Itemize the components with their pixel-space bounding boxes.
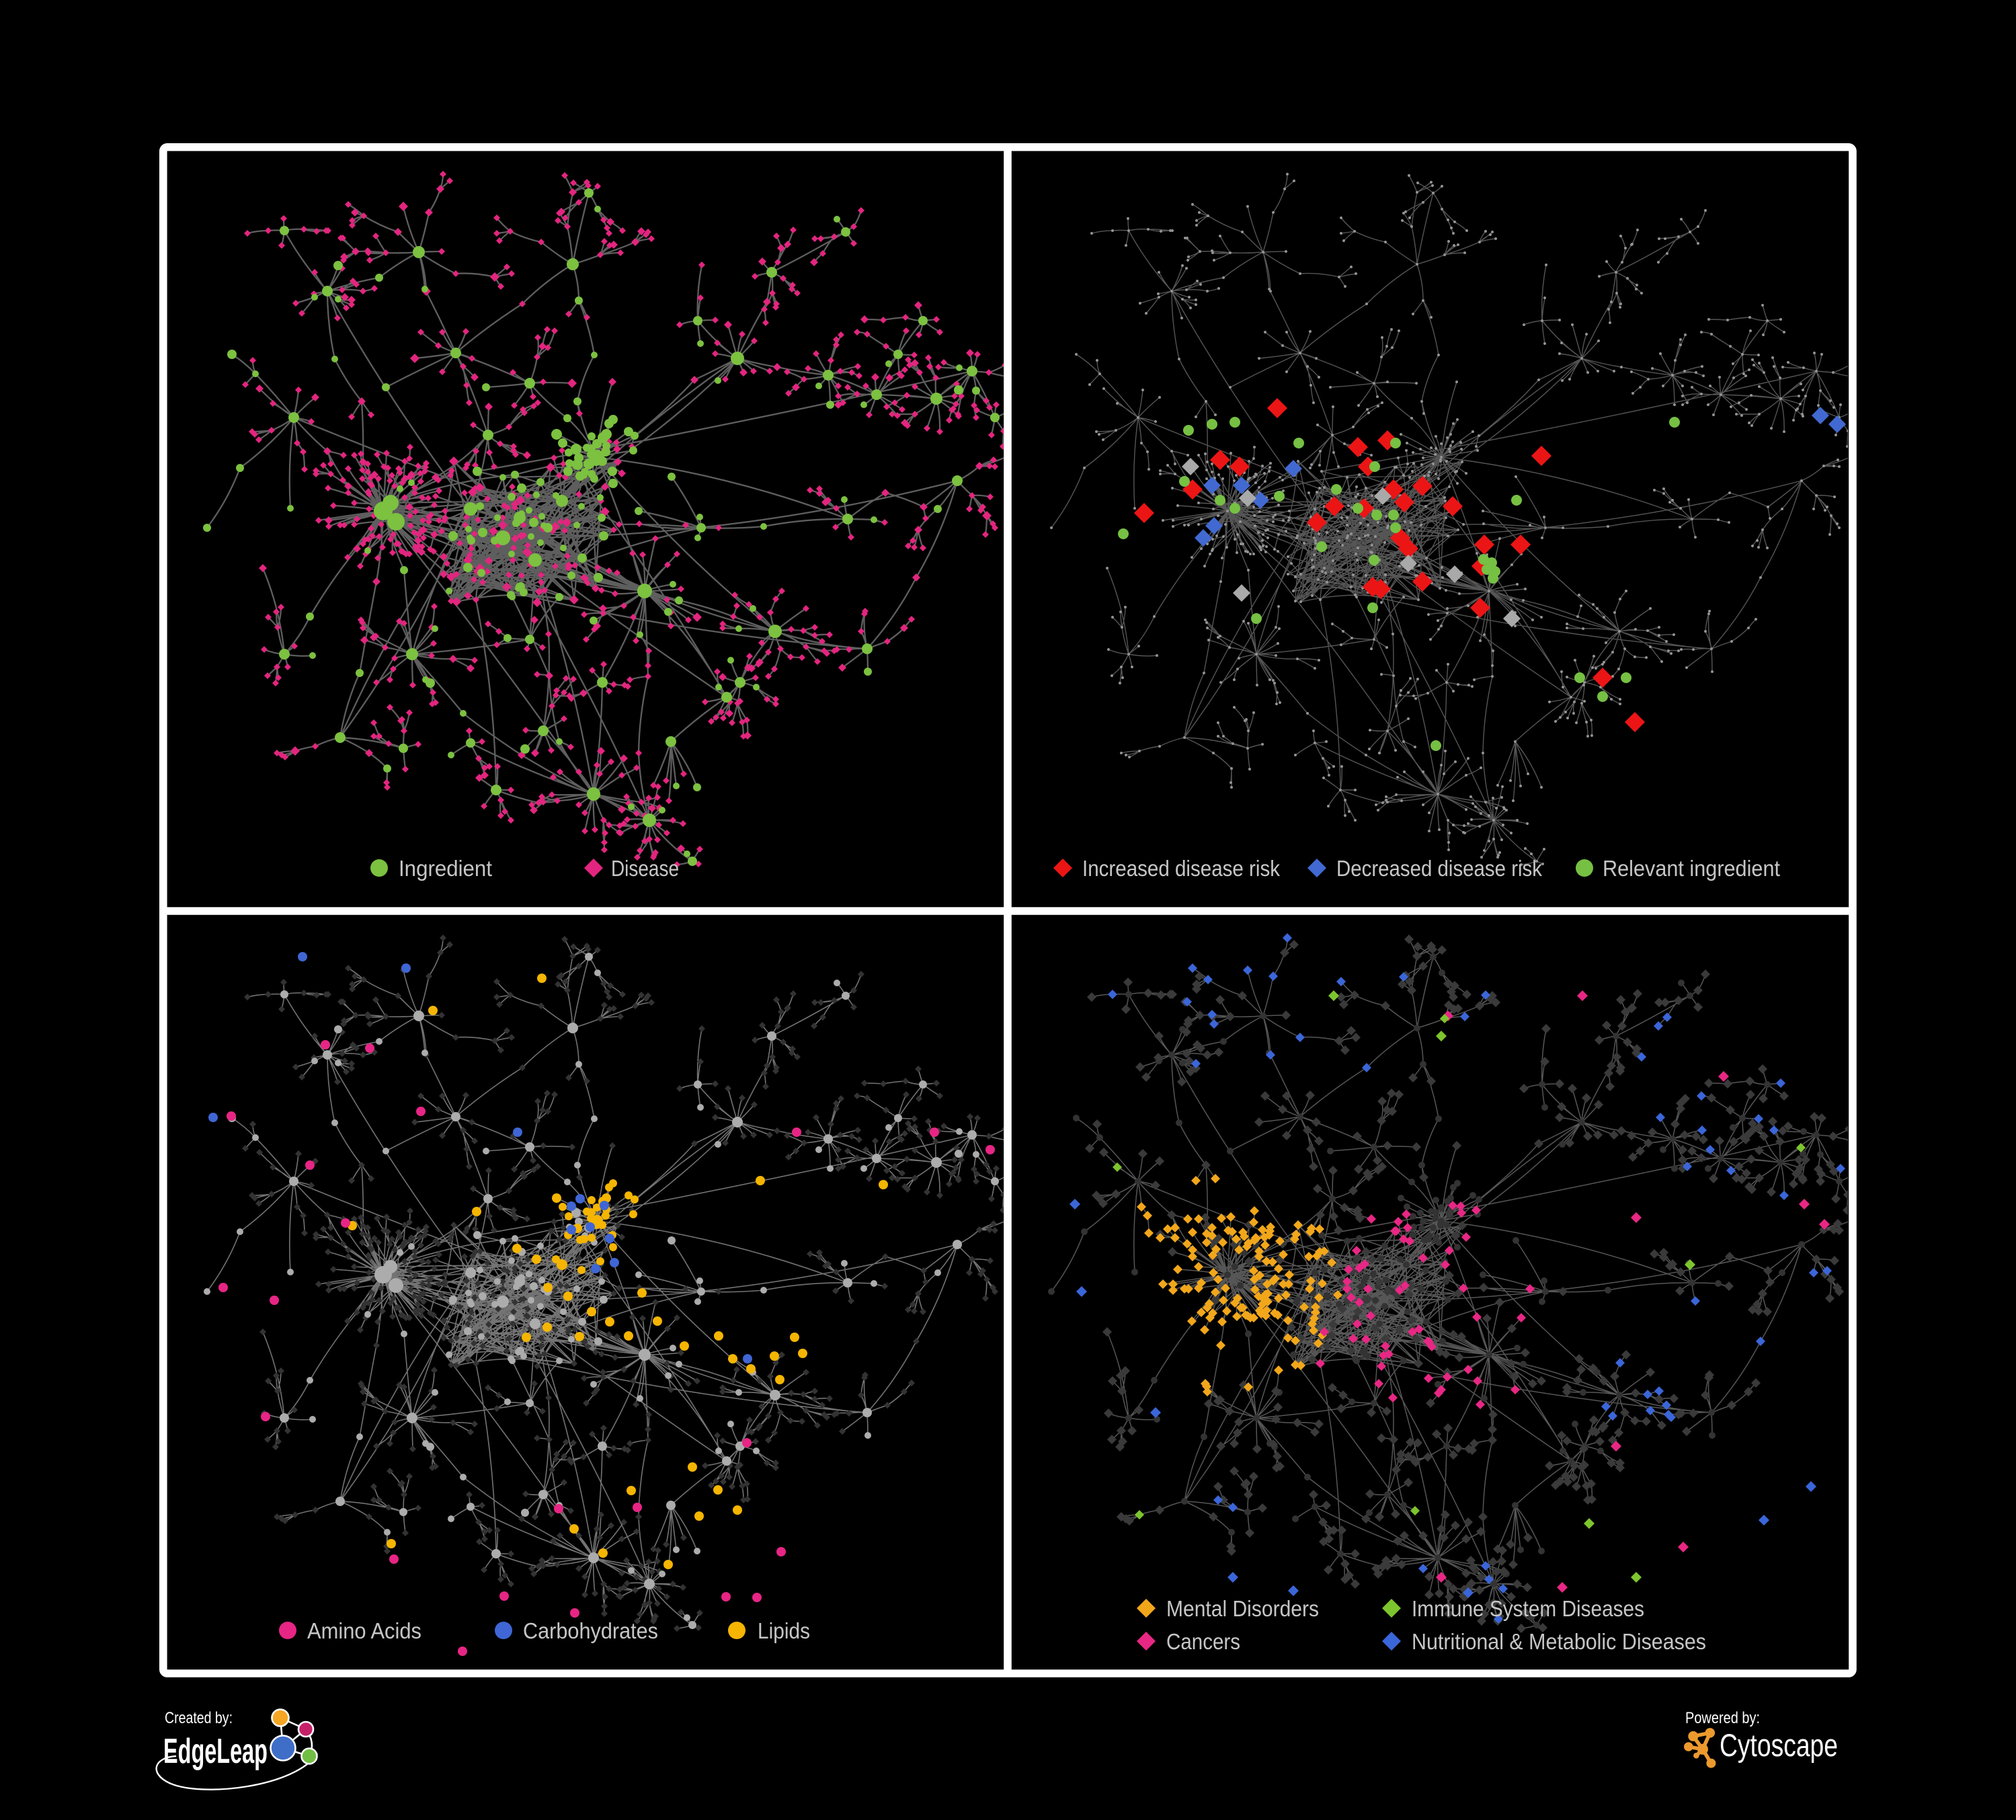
svg-text:Cytoscape: Cytoscape [1720,1727,1838,1763]
svg-text:Disease: Disease [611,856,679,881]
svg-text:Increased disease risk: Increased disease risk [1082,856,1280,881]
svg-text:Amino Acids: Amino Acids [307,1618,421,1643]
svg-text:Nutritional & Metabolic Diseas: Nutritional & Metabolic Diseases [1412,1629,1706,1654]
svg-text:Lipids: Lipids [758,1618,810,1643]
svg-text:Cancers: Cancers [1166,1629,1240,1654]
svg-text:EdgeLeap: EdgeLeap [163,1732,268,1771]
svg-text:Created by:: Created by: [165,1709,233,1727]
svg-text:Decreased disease risk: Decreased disease risk [1336,856,1542,881]
svg-text:Mental Disorders: Mental Disorders [1166,1596,1319,1621]
svg-text:Immune System Diseases: Immune System Diseases [1412,1596,1644,1621]
svg-text:Relevant ingredient: Relevant ingredient [1603,856,1780,881]
svg-text:Powered by:: Powered by: [1685,1709,1760,1727]
svg-text:Carbohydrates: Carbohydrates [523,1618,658,1643]
svg-text:Ingredient: Ingredient [399,856,492,881]
